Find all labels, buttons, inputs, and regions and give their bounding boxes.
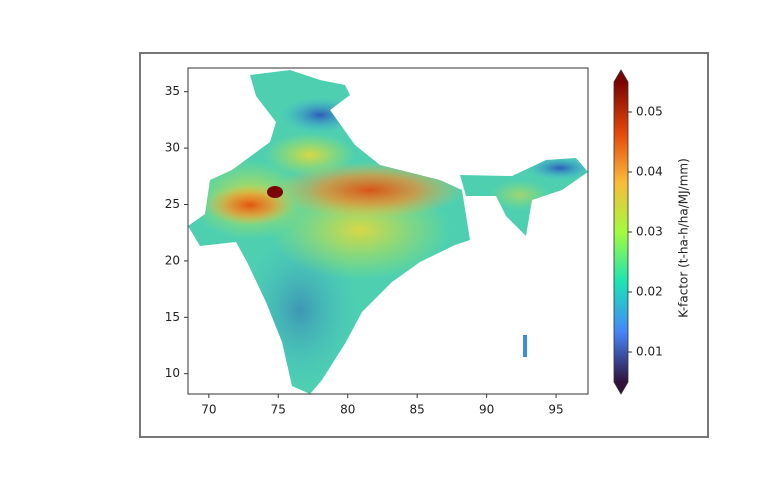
x-tick-label: 80 bbox=[340, 403, 355, 417]
colorbar-tick-label: 0.01 bbox=[636, 345, 663, 359]
x-tick-label: 75 bbox=[271, 403, 286, 417]
islands bbox=[523, 335, 527, 357]
y-tick-label: 20 bbox=[165, 253, 180, 267]
y-tick-label: 10 bbox=[165, 366, 180, 380]
y-tick-label: 15 bbox=[165, 310, 180, 324]
colorbar-outline bbox=[613, 69, 629, 395]
y-tick-label: 30 bbox=[165, 141, 180, 155]
y-tick-label: 25 bbox=[165, 197, 180, 211]
colorbar-tick-label: 0.05 bbox=[636, 105, 663, 119]
colorbar-extend-top bbox=[614, 70, 628, 82]
x-tick-label: 70 bbox=[201, 403, 216, 417]
x-tick-label: 95 bbox=[548, 403, 563, 417]
colorbar-label: K-factor (t-ha-h/ha/MJ/mm) bbox=[677, 158, 691, 318]
colorbar-tick-label: 0.03 bbox=[636, 225, 663, 239]
colorbar-tick-label: 0.02 bbox=[636, 285, 663, 299]
plot-frame bbox=[187, 67, 589, 395]
colorbar bbox=[614, 82, 628, 382]
y-tick-label: 35 bbox=[165, 84, 180, 98]
x-tick-label: 90 bbox=[479, 403, 494, 417]
colorbar-extend-bottom bbox=[614, 382, 628, 394]
x-tick-label: 85 bbox=[410, 403, 425, 417]
colorbar-tick-label: 0.04 bbox=[636, 165, 663, 179]
